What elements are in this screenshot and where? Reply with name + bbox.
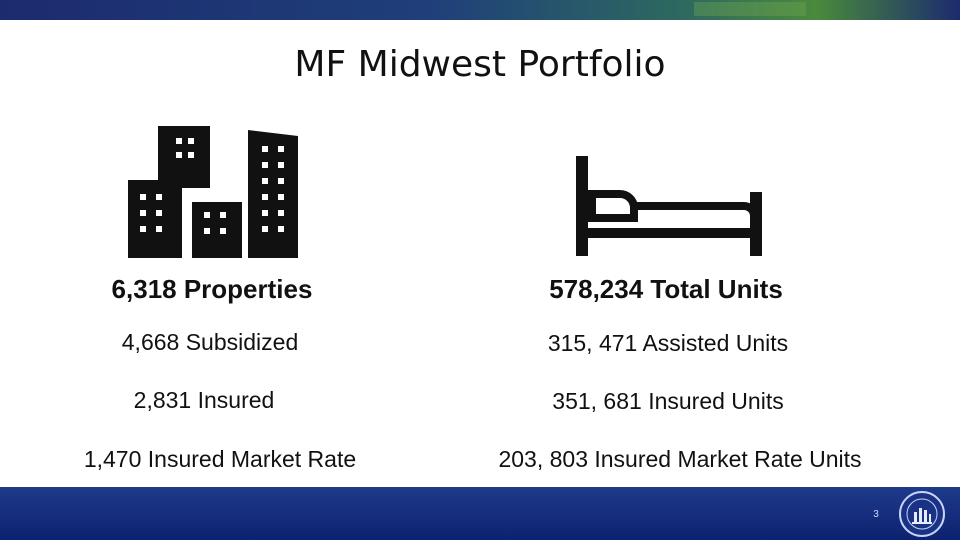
properties-subsidized: 4,668 Subsidized xyxy=(121,329,299,355)
footer-bar xyxy=(0,487,960,540)
units-assisted: 315, 471 Assisted Units xyxy=(547,330,789,356)
units-insured: 351, 681 Insured Units xyxy=(552,388,784,414)
units-insured-market-rate: 203, 803 Insured Market Rate Units xyxy=(498,446,862,472)
units-headline: 578,234 Total Units xyxy=(549,274,783,304)
properties-insured: 2,831 Insured xyxy=(133,387,275,413)
properties-insured-market-rate: 1,470 Insured Market Rate xyxy=(83,446,357,472)
header-bar-mark xyxy=(694,2,806,16)
city-buildings-icon xyxy=(128,126,298,258)
slide-title: MF Midwest Portfolio xyxy=(294,44,666,85)
page-number: 3 xyxy=(873,509,879,520)
bed-icon xyxy=(576,156,762,256)
hud-seal-icon xyxy=(899,491,945,537)
properties-headline: 6,318 Properties xyxy=(111,274,313,304)
header-bar xyxy=(0,0,960,20)
